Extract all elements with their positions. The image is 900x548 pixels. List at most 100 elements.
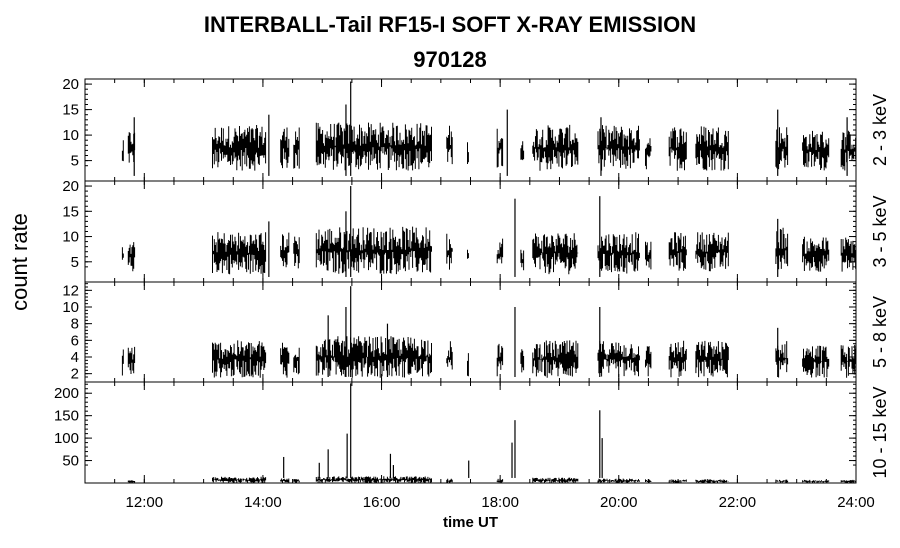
data-segment: [775, 127, 789, 170]
data-segment: [645, 479, 652, 483]
data-segment: [532, 124, 579, 171]
data-segment: [532, 477, 579, 483]
y-tick-label: 50: [62, 453, 79, 470]
data-segment: [121, 349, 124, 376]
x-tick-label: 16:00: [363, 494, 401, 511]
y-tick-label: 15: [62, 203, 79, 220]
panel-frame-2: [84, 281, 857, 383]
data-segment: [668, 479, 687, 483]
data-segment: [597, 125, 640, 171]
data-segment: [668, 232, 687, 271]
y-tick-label: 4: [71, 349, 79, 366]
data-segment: [212, 125, 267, 171]
data-segment: [597, 478, 640, 483]
data-segment: [280, 342, 290, 378]
data-segment: [695, 126, 729, 171]
data-segment: [775, 227, 789, 270]
data-segment: [645, 346, 652, 377]
y-tick-label: 15: [62, 102, 79, 119]
data-segment: [280, 232, 290, 268]
data-segment: [127, 346, 136, 374]
data-segment: [467, 249, 469, 259]
data-segment: [121, 140, 124, 162]
data-segment: [212, 476, 267, 483]
data-segment: [695, 232, 729, 272]
panel-energy-label: 10 - 15 keV: [870, 386, 890, 478]
data-segment: [293, 127, 300, 169]
data-segment: [532, 233, 579, 275]
y-tick-label: 12: [62, 282, 79, 299]
data-segment: [212, 232, 267, 275]
x-tick-label: 12:00: [126, 494, 164, 511]
x-tick-label: 20:00: [600, 494, 638, 511]
data-segment: [127, 242, 136, 272]
data-segment: [597, 232, 640, 274]
data-segment: [645, 241, 652, 270]
data-segment: [496, 343, 504, 377]
panel-energy-label: 5 - 8 keV: [870, 296, 890, 368]
data-segment: [467, 353, 469, 377]
panel-energy-label: 2 - 3 keV: [870, 94, 890, 166]
data-segment: [121, 247, 124, 260]
x-tick-label: 24:00: [837, 494, 875, 511]
data-segment: [802, 236, 830, 272]
data-segment: [668, 340, 687, 378]
y-tick-label: 5: [71, 153, 79, 170]
y-tick-label: 150: [54, 408, 79, 425]
data-segment: [496, 238, 504, 264]
data-segment: [446, 478, 453, 483]
y-tick-label: 10: [62, 127, 79, 144]
x-tick-label: 14:00: [244, 494, 282, 511]
data-segment: [668, 127, 687, 171]
data-segment: [775, 341, 789, 378]
data-segment: [280, 127, 290, 169]
data-segment: [840, 237, 857, 272]
data-segment: [840, 344, 857, 378]
data-segment: [840, 130, 857, 171]
data-segment: [280, 478, 290, 483]
data-segment: [293, 236, 300, 269]
panel-frame-0: [84, 78, 857, 182]
y-tick-label: 10: [62, 299, 79, 316]
y-tick-label: 200: [54, 385, 79, 402]
data-segment: [496, 128, 504, 168]
chart-title: INTERBALL-Tail RF15-I SOFT X-RAY EMISSIO…: [203, 12, 697, 37]
data-segment: [467, 142, 469, 164]
data-segment: [802, 345, 830, 378]
data-segment: [446, 233, 453, 270]
x-axis-label: time UT: [442, 514, 498, 531]
data-segment: [532, 340, 579, 378]
data-segment: [293, 347, 300, 375]
data-segment: [520, 141, 525, 161]
x-tick-label: 18:00: [481, 494, 519, 511]
data-segment: [446, 341, 453, 370]
data-segment: [293, 479, 300, 483]
data-segment: [446, 125, 453, 165]
y-tick-label: 5: [71, 254, 79, 271]
data-segment: [127, 480, 136, 483]
data-segment: [520, 349, 525, 373]
y-tick-label: 20: [62, 76, 79, 93]
y-tick-label: 100: [54, 430, 79, 447]
x-tick-label: 22:00: [719, 494, 757, 511]
data-segment: [315, 122, 432, 171]
data-segment: [315, 476, 432, 483]
data-segment: [695, 340, 729, 378]
panel-frame-1: [84, 180, 857, 283]
y-tick-label: 10: [62, 229, 79, 246]
y-tick-label: 6: [71, 332, 79, 349]
data-segment: [212, 340, 267, 378]
data-segment: [802, 130, 830, 171]
data-segment: [520, 249, 525, 271]
data-segment: [775, 479, 789, 483]
data-segment: [597, 340, 640, 378]
data-segment: [315, 226, 432, 275]
data-segment: [496, 478, 504, 483]
y-tick-label: 2: [71, 366, 79, 383]
data-segment: [645, 138, 652, 170]
data-segment: [840, 479, 857, 483]
y-tick-label: 8: [71, 316, 79, 333]
chart-subtitle: 970128: [413, 47, 487, 72]
panel-energy-label: 3 - 5 keV: [870, 195, 890, 267]
